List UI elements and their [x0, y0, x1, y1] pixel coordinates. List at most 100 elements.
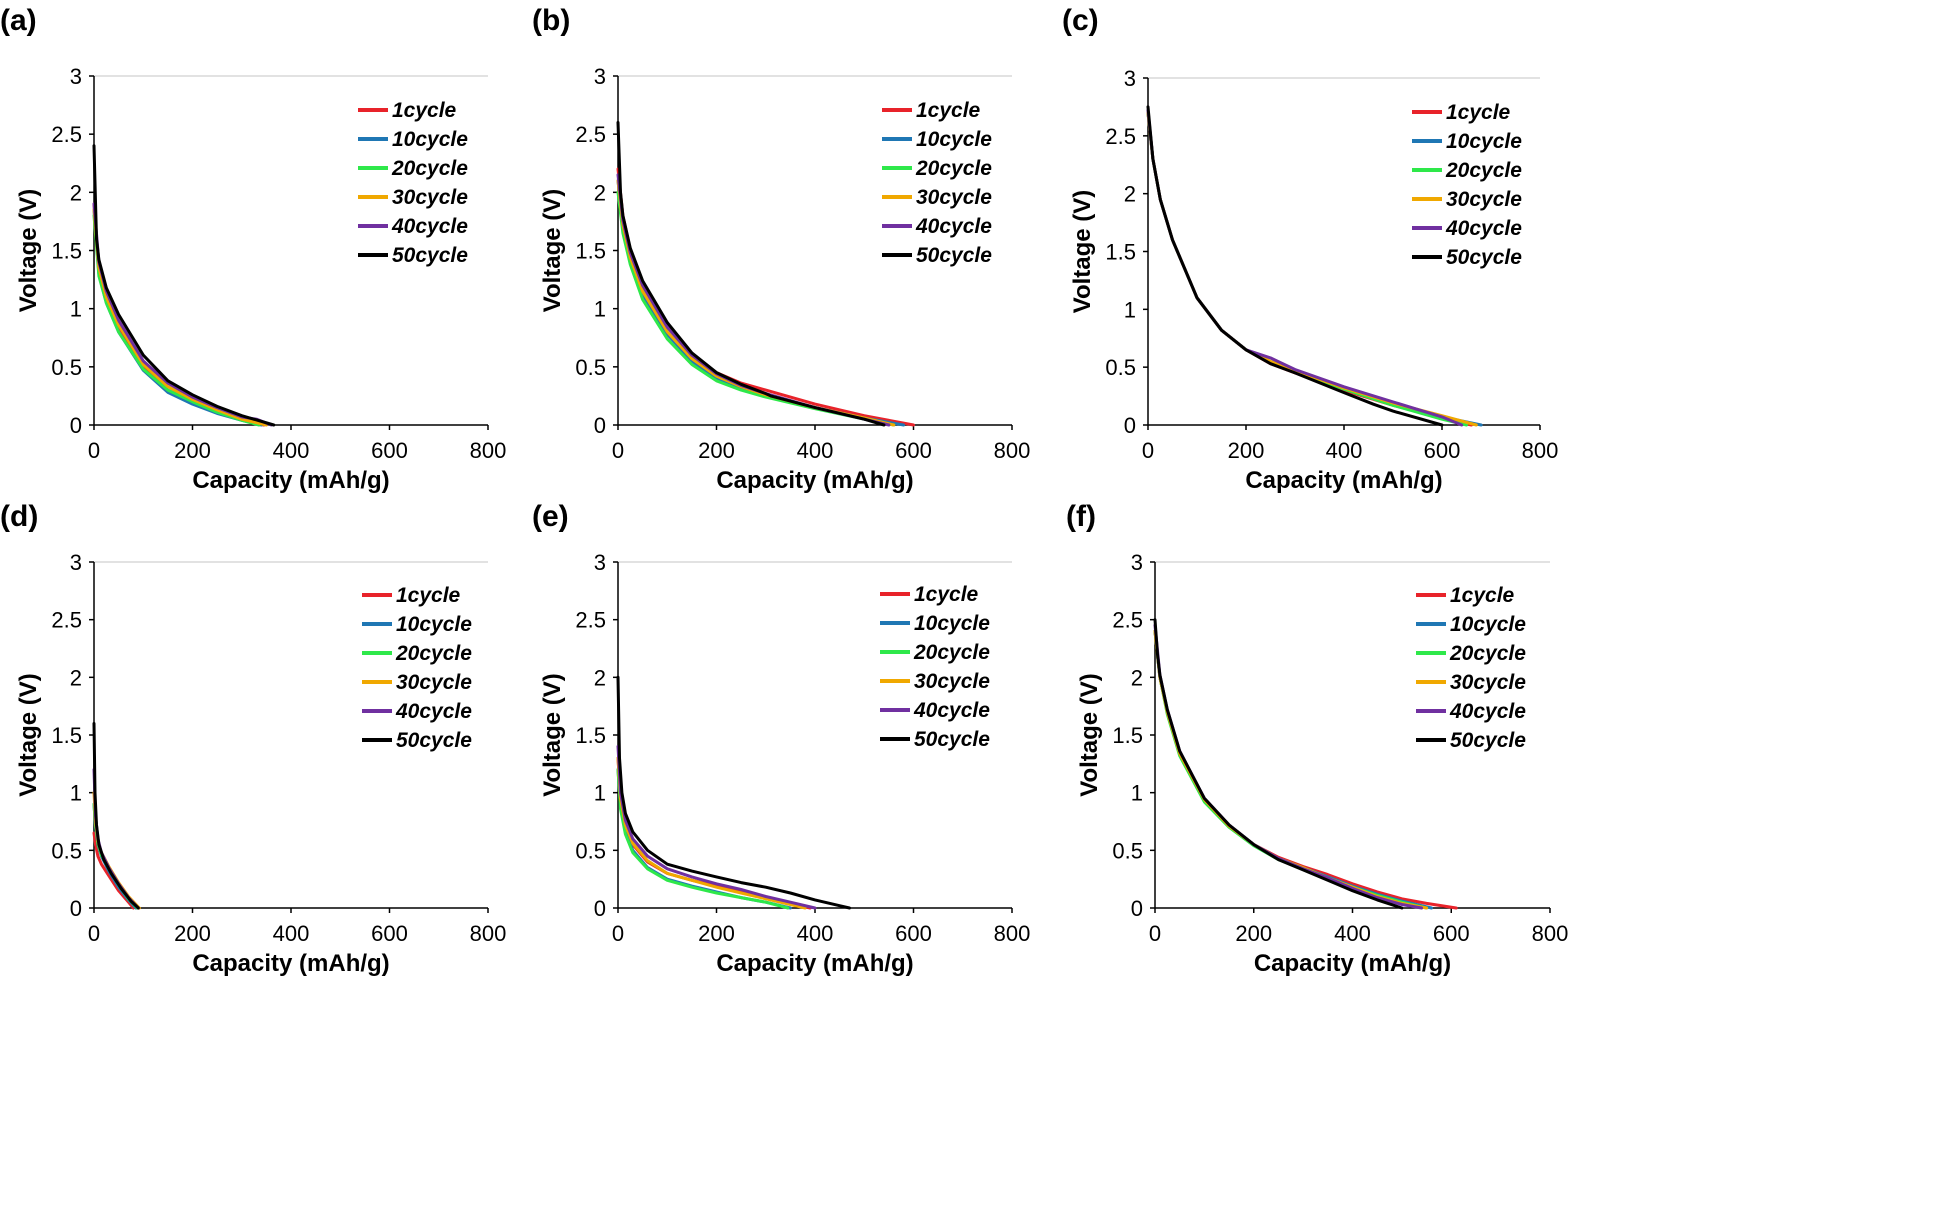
x-tick-label: 200 — [1235, 921, 1272, 946]
series-line-50cycle — [1146, 105, 1444, 427]
y-tick-label: 1 — [594, 297, 606, 322]
legend-label: 1cycle — [916, 99, 981, 122]
x-tick-label: 400 — [797, 921, 834, 946]
legend-label: 30cycle — [916, 186, 992, 209]
y-tick-label: 1 — [70, 781, 82, 806]
y-tick-label: 3 — [594, 64, 606, 89]
x-tick-label: 600 — [371, 438, 408, 463]
legend-label: 1cycle — [1450, 584, 1515, 607]
panel-letter: (b) — [532, 4, 570, 37]
series-line-40cycle — [1153, 623, 1424, 910]
legend-label: 50cycle — [396, 729, 472, 752]
x-tick-label: 400 — [1334, 921, 1371, 946]
y-tick-label: 2 — [1124, 182, 1136, 207]
chart-panel: (a) 0 0.5 1 1.5 2 2.5 3 0 200 400 600 800 Capacity (m… — [0, 4, 506, 494]
y-tick-label: 3 — [594, 550, 606, 575]
legend-label: 30cycle — [1450, 671, 1526, 694]
series-line-40cycle — [616, 745, 817, 910]
legend-label: 40cycle — [915, 215, 992, 238]
x-tick-label: 800 — [470, 438, 507, 463]
legend: 1cycle 10cycle 20cycle 30cycle 40cycle 50cycl… — [1412, 101, 1522, 269]
y-tick-label: 3 — [70, 550, 82, 575]
legend-label: 50cycle — [914, 728, 990, 751]
series-line-20cycle — [1153, 629, 1429, 910]
x-tick-label: 200 — [698, 921, 735, 946]
x-axis-title: Capacity (mAh/g) — [1254, 950, 1451, 977]
x-axis-title: Capacity (mAh/g) — [192, 467, 389, 494]
legend-label: 20cycle — [1449, 642, 1526, 665]
series-line-50cycle — [1153, 618, 1404, 910]
y-tick-label: 2.5 — [575, 122, 606, 147]
x-tick-label: 0 — [1149, 921, 1161, 946]
legend-label: 10cycle — [1446, 130, 1522, 153]
legend-label: 40cycle — [1449, 700, 1526, 723]
y-tick-label: 1.5 — [1105, 240, 1136, 265]
y-tick-label: 0 — [1124, 413, 1136, 438]
y-tick-label: 0 — [594, 896, 606, 921]
legend-label: 50cycle — [916, 244, 992, 267]
series-line-20cycle — [92, 802, 139, 910]
panel-letter: (c) — [1062, 4, 1099, 37]
chart-panel: (e) 0 0.5 1 1.5 2 2.5 3 0 200 400 600 800 Capacity (m… — [532, 500, 1030, 977]
y-tick-label: 1 — [1131, 781, 1143, 806]
legend-label: 30cycle — [914, 670, 990, 693]
chart-panel: (f) 0 0.5 1 1.5 2 2.5 3 0 200 400 600 800 Capacity (m… — [1066, 500, 1568, 977]
legend-label: 20cycle — [1445, 159, 1522, 182]
series-line-30cycle — [1153, 629, 1429, 910]
y-axis-title: Voltage (V) — [539, 189, 566, 313]
series-line-50cycle — [616, 121, 886, 427]
legend-label: 1cycle — [1446, 101, 1511, 124]
legend-label: 1cycle — [396, 584, 461, 607]
x-tick-label: 200 — [698, 438, 735, 463]
legend-label: 10cycle — [396, 613, 472, 636]
panel-letter: (d) — [0, 500, 38, 533]
series-line-30cycle — [616, 756, 807, 910]
legend: 1cycle 10cycle 20cycle 30cycle 40cycle 50cycl… — [880, 583, 990, 751]
x-tick-label: 0 — [88, 438, 100, 463]
series-line-50cycle — [616, 675, 851, 910]
y-tick-label: 0.5 — [575, 838, 606, 863]
y-axis-title: Voltage (V) — [1069, 190, 1096, 314]
series-line-50cycle — [92, 722, 140, 910]
legend-label: 40cycle — [1445, 217, 1522, 240]
x-tick-label: 0 — [612, 438, 624, 463]
y-tick-label: 2 — [70, 665, 82, 690]
y-tick-label: 0.5 — [575, 355, 606, 380]
y-tick-label: 3 — [1131, 550, 1143, 575]
y-tick-label: 1.5 — [1112, 723, 1143, 748]
y-tick-label: 0.5 — [1105, 355, 1136, 380]
series-line-1cycle — [616, 167, 915, 427]
y-tick-label: 2.5 — [1105, 124, 1136, 149]
legend-label: 10cycle — [1450, 613, 1526, 636]
y-tick-label: 2 — [70, 180, 82, 205]
series-line-30cycle — [1146, 111, 1478, 427]
y-tick-label: 0 — [70, 896, 82, 921]
y-tick-label: 1.5 — [51, 239, 82, 264]
legend-label: 30cycle — [392, 186, 468, 209]
series-line-40cycle — [92, 202, 273, 427]
y-tick-label: 1 — [594, 781, 606, 806]
y-tick-label: 1 — [1124, 297, 1136, 322]
legend-label: 40cycle — [913, 699, 990, 722]
legend-label: 10cycle — [916, 128, 992, 151]
x-tick-label: 800 — [1522, 438, 1559, 463]
x-tick-label: 800 — [470, 921, 507, 946]
x-tick-label: 600 — [895, 438, 932, 463]
legend: 1cycle 10cycle 20cycle 30cycle 40cycle 50cycl… — [1416, 584, 1526, 752]
legend-label: 20cycle — [915, 157, 992, 180]
y-tick-label: 1.5 — [575, 239, 606, 264]
x-tick-label: 0 — [1142, 438, 1154, 463]
x-axis-title: Capacity (mAh/g) — [1245, 467, 1442, 494]
legend-label: 1cycle — [914, 583, 979, 606]
series-line-1cycle — [92, 831, 135, 910]
chart-panel: (d) 0 0.5 1 1.5 2 2.5 3 0 200 400 600 800 Capacity (m… — [0, 500, 506, 977]
x-tick-label: 200 — [174, 438, 211, 463]
x-tick-label: 800 — [994, 921, 1031, 946]
legend-label: 30cycle — [396, 671, 472, 694]
legend-label: 10cycle — [392, 128, 468, 151]
x-axis-title: Capacity (mAh/g) — [716, 950, 913, 977]
series-line-1cycle — [1153, 629, 1458, 910]
y-tick-label: 0 — [70, 413, 82, 438]
